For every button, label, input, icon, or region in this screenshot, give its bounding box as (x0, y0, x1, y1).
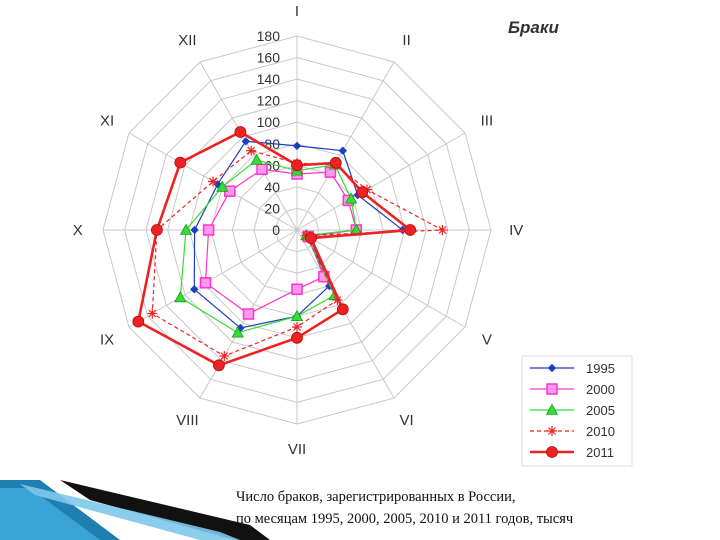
data-point (291, 159, 303, 172)
radial-tick-label: 100 (257, 114, 281, 130)
legend-box (521, 355, 633, 467)
month-label: IV (509, 222, 523, 239)
grid-spoke (296, 132, 466, 231)
data-point (132, 315, 145, 328)
data-point (546, 383, 558, 395)
data-point (234, 126, 247, 138)
data-point (250, 153, 263, 165)
radial-tick-label: 120 (257, 93, 281, 109)
legend-label: 2000 (586, 382, 615, 397)
data-point (290, 309, 304, 322)
data-point (344, 192, 358, 204)
month-label: VIII (176, 412, 199, 429)
data-point (404, 224, 417, 236)
grid-spoke (199, 61, 298, 231)
month-label: X (73, 222, 83, 239)
month-label: II (402, 32, 410, 49)
decorative-stripes (0, 480, 270, 540)
radial-tick-label: 160 (257, 50, 281, 66)
data-point (292, 322, 302, 332)
caption-line-2: по месяцам 1995, 2000, 2005, 2010 и 2011… (236, 511, 574, 527)
data-point (241, 137, 251, 146)
month-label: I (295, 3, 299, 20)
grid-spoke (296, 61, 395, 231)
radial-tick-label: 60 (264, 157, 280, 173)
data-point (336, 303, 349, 316)
chart-title: Браки (508, 18, 559, 37)
data-point (174, 291, 187, 303)
data-point (219, 351, 230, 361)
data-point (208, 176, 218, 187)
data-point (292, 141, 302, 151)
radial-tick-label: 0 (272, 222, 280, 238)
data-point (356, 186, 369, 199)
series-group (132, 126, 448, 372)
data-point (242, 308, 255, 320)
caption-line-1: Число браков, зарегистрированных в Росси… (236, 489, 516, 505)
data-point (199, 277, 212, 289)
radial-tick-label: 180 (257, 28, 281, 44)
month-label: VII (288, 441, 306, 458)
data-point (545, 403, 559, 415)
month-label: IX (100, 332, 114, 349)
month-label: V (482, 332, 492, 349)
data-point (150, 224, 163, 236)
data-point (246, 145, 257, 156)
figure-caption: Число браков, зарегистрированных в Росси… (236, 486, 716, 530)
data-point (329, 156, 342, 169)
data-point (437, 225, 448, 235)
data-point (547, 426, 557, 436)
data-point (190, 285, 199, 294)
data-point (147, 308, 158, 319)
data-point (202, 224, 215, 236)
grid-spoke (296, 229, 466, 328)
month-label: XI (100, 112, 114, 129)
data-point (291, 331, 303, 344)
month-label: XII (178, 32, 196, 49)
data-point (231, 326, 244, 338)
data-point (216, 180, 229, 192)
data-point (338, 146, 348, 155)
grid-spoke (128, 229, 298, 328)
data-point (547, 363, 557, 373)
legend-label: 2011 (586, 445, 614, 460)
data-point (546, 446, 558, 458)
radial-tick-label: 40 (264, 179, 280, 195)
series-2011 (132, 126, 417, 372)
radial-tick-label: 20 (264, 200, 280, 216)
legend: 1995 2000 2005 2010 2011 (521, 355, 633, 467)
data-point (305, 232, 317, 245)
data-point (212, 359, 225, 372)
legend-label: 2005 (586, 403, 615, 418)
data-point (179, 223, 193, 235)
month-label: III (481, 112, 494, 129)
data-point (174, 156, 187, 169)
data-point (291, 283, 303, 296)
legend-label: 2010 (586, 424, 615, 439)
data-point (190, 225, 199, 235)
data-point (256, 163, 268, 176)
radial-tick-label: 140 (257, 71, 281, 87)
legend-label: 1995 (586, 361, 615, 376)
month-label: VI (400, 412, 414, 429)
